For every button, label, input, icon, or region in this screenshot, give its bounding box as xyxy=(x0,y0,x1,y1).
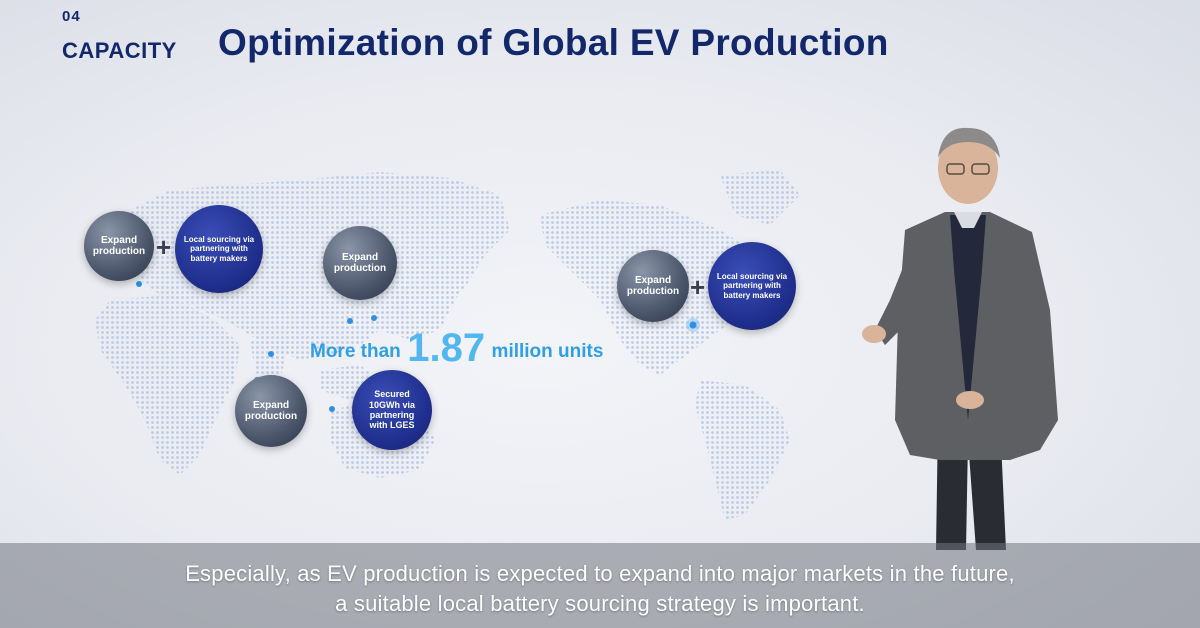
subtitle-line-1: Especially, as EV production is expected… xyxy=(185,561,1015,586)
bubble-india-expand: Expand production xyxy=(235,375,307,447)
map-south-america xyxy=(695,380,790,520)
bubble-us-expand-text: Expand production xyxy=(626,274,680,298)
header-section: CAPACITY xyxy=(62,38,177,63)
bubble-indonesia-secured: Secured 10GWh via partnering with LGES xyxy=(352,370,432,450)
bubble-europe-expand-text: Expand production xyxy=(92,234,146,258)
map-greenland xyxy=(720,170,800,225)
marker-japan xyxy=(371,315,377,321)
plus-icon: + xyxy=(690,272,706,302)
marker-us xyxy=(689,321,697,329)
presenter-figure xyxy=(862,127,1058,550)
map-japan xyxy=(390,275,410,320)
callout-suffix: million units xyxy=(491,341,604,362)
marker-indonesia xyxy=(329,406,335,412)
callout-prefix: More than xyxy=(310,341,401,362)
callout-value: 1.87 xyxy=(407,326,486,370)
header-number: 04 xyxy=(62,8,81,25)
map-africa xyxy=(95,295,240,475)
page-title: Optimization of Global EV Production xyxy=(218,22,889,63)
subtitle-line-2: a suitable local battery sourcing strate… xyxy=(335,591,865,616)
production-callout: More than 1.87 million units xyxy=(310,326,603,371)
marker-europe xyxy=(136,281,142,287)
bubble-us-local: Local sourcing via partnering with batte… xyxy=(708,242,796,330)
bubble-europe-local: Local sourcing via partnering with batte… xyxy=(175,205,263,293)
bubble-us-expand: Expand production xyxy=(617,250,689,322)
bubble-asia-expand-text: Expand production xyxy=(333,251,387,275)
bubble-indonesia-secured-text: Secured 10GWh via partnering with LGES xyxy=(368,389,415,431)
plus-icon: + xyxy=(156,232,172,262)
marker-india xyxy=(268,351,274,357)
subtitle-bar xyxy=(0,543,1200,628)
bubble-europe-expand: Expand production xyxy=(84,211,154,281)
bubble-india-expand-text: Expand production xyxy=(244,399,298,423)
bubble-us-local-text: Local sourcing via partnering with batte… xyxy=(716,272,788,300)
bubble-asia-expand: Expand production xyxy=(323,226,397,300)
bubble-europe-local-text: Local sourcing via partnering with batte… xyxy=(183,235,255,263)
marker-korea xyxy=(347,318,353,324)
